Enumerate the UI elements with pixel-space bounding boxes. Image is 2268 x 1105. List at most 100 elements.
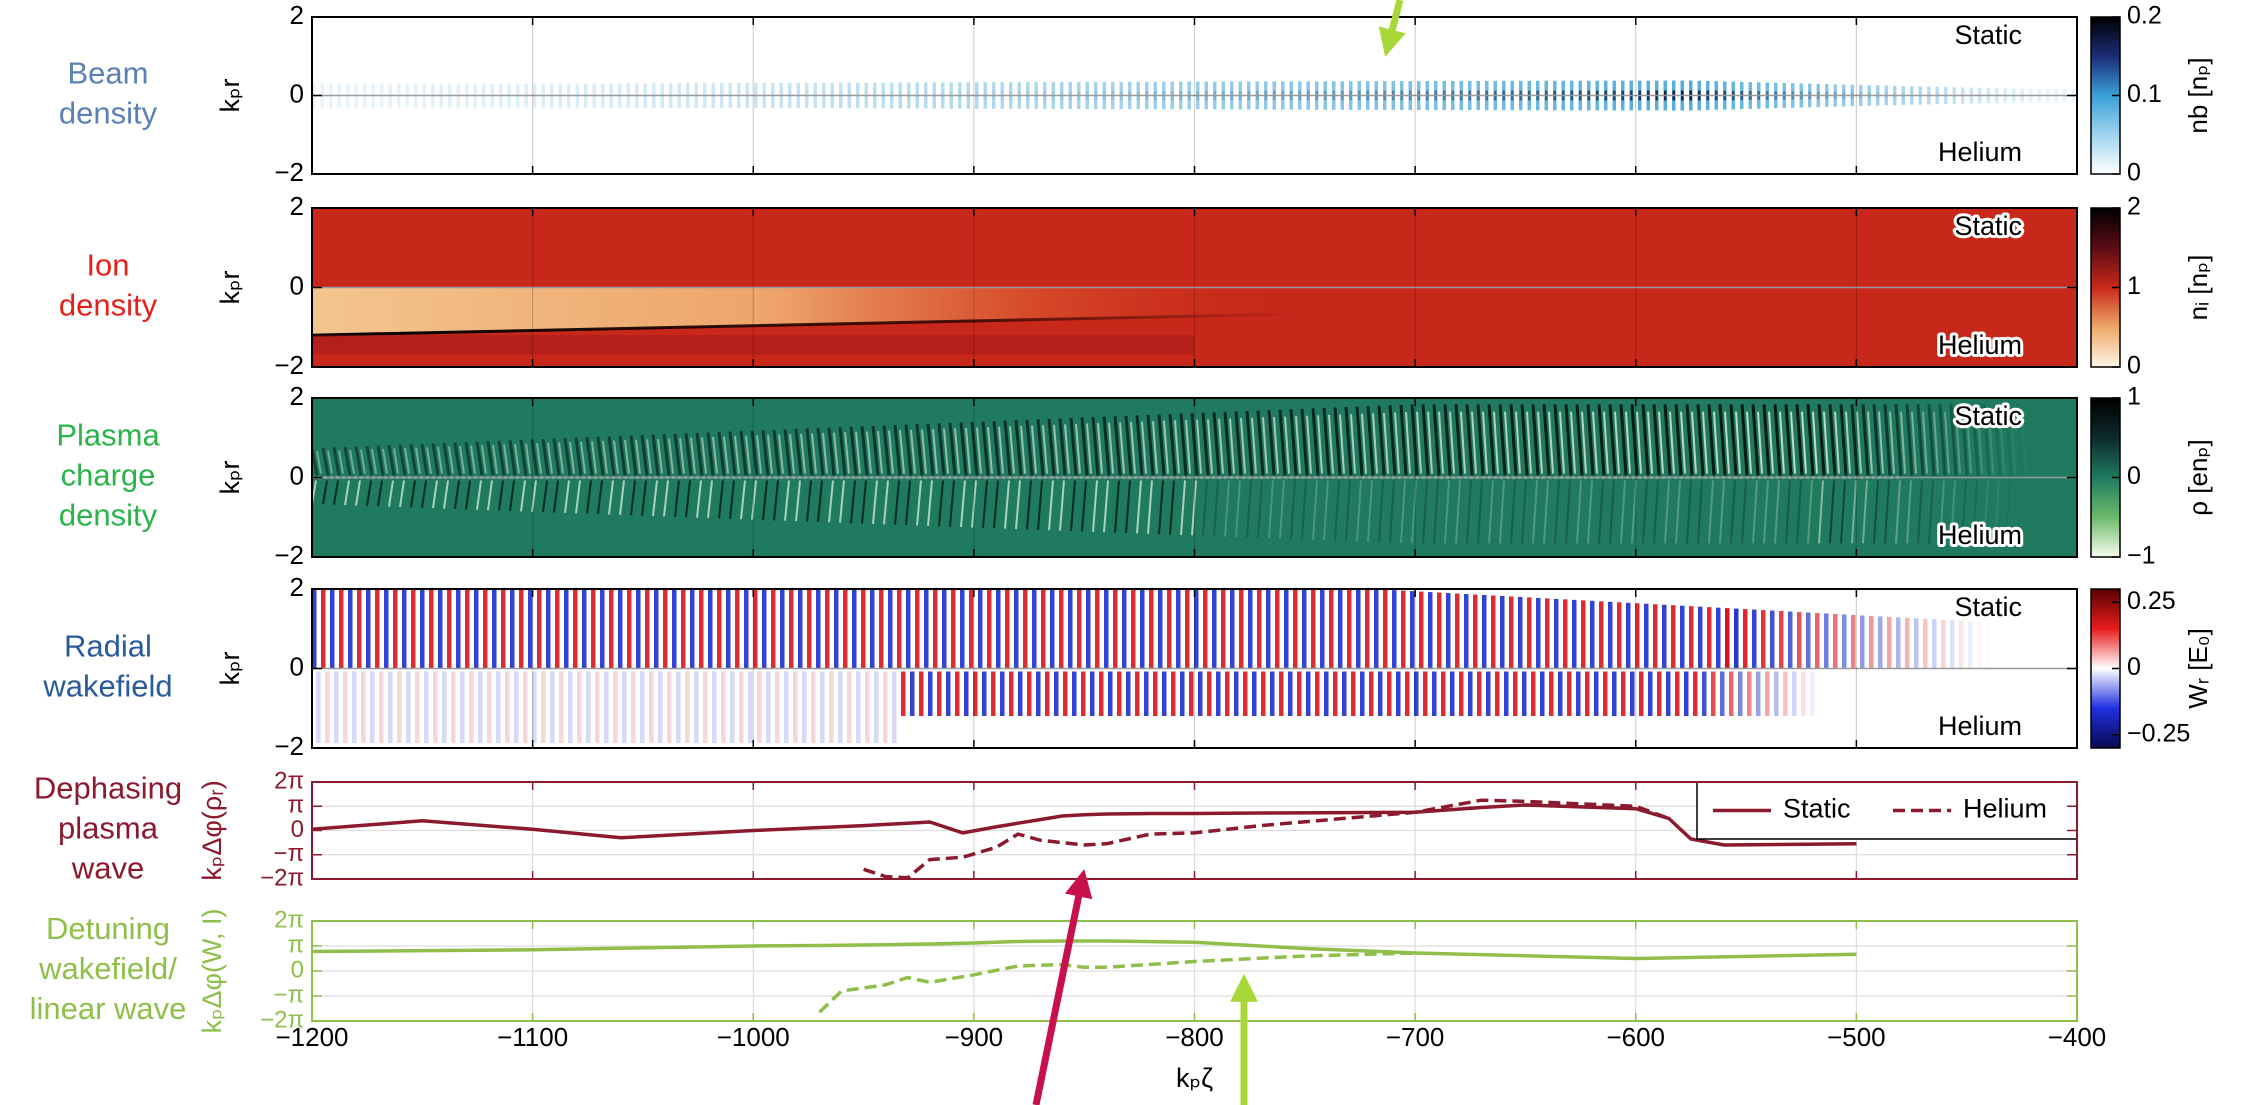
texture (1488, 480, 1494, 544)
colorbar-label: nᵢ [nₚ] (2183, 255, 2213, 321)
texture (327, 450, 333, 474)
texture (1510, 480, 1516, 544)
texture (370, 671, 375, 744)
texture (377, 480, 383, 507)
texture (1729, 671, 1734, 717)
texture (375, 589, 380, 669)
texture (982, 480, 988, 528)
texture (1020, 425, 1026, 474)
texture (726, 589, 731, 669)
texture (1432, 404, 1441, 476)
texture (992, 420, 1001, 476)
texture (964, 671, 969, 717)
texture (454, 480, 460, 510)
texture (388, 671, 393, 744)
texture (1608, 404, 1617, 476)
texture (1130, 421, 1136, 474)
texture (1977, 411, 1983, 474)
colorbar-tick-label: −1 (2127, 542, 2156, 570)
texture (894, 480, 900, 525)
texture (503, 444, 509, 474)
texture (960, 589, 965, 669)
texture (1202, 480, 1208, 536)
texture (1014, 420, 1023, 476)
arrow (1032, 869, 1093, 1105)
texture (1131, 589, 1136, 669)
texture (904, 424, 913, 476)
texture (1955, 411, 1961, 474)
texture (778, 434, 784, 474)
texture (1636, 411, 1642, 474)
texture (411, 589, 416, 669)
texture (1464, 594, 1469, 669)
texture (951, 589, 956, 669)
texture (1548, 411, 1554, 474)
texture (1707, 607, 1712, 669)
texture (694, 671, 699, 744)
texture (519, 589, 524, 669)
texture (355, 480, 361, 506)
texture (1526, 411, 1532, 474)
texture (1097, 423, 1103, 474)
texture (1158, 480, 1164, 535)
texture (1288, 671, 1293, 717)
texture (1625, 411, 1631, 474)
texture (1248, 589, 1253, 669)
texture (1410, 591, 1415, 669)
texture (1422, 480, 1428, 544)
texture (1273, 416, 1279, 474)
texture (728, 431, 737, 476)
texture (673, 433, 682, 476)
texture (1993, 404, 2002, 476)
texture (1905, 404, 1914, 476)
texture (1806, 404, 1815, 476)
texture (1261, 671, 1266, 717)
texture (1342, 671, 1347, 717)
y-tick-label: 2 (290, 191, 304, 221)
texture (1401, 590, 1406, 669)
texture (856, 671, 861, 744)
texture (866, 431, 872, 474)
texture (1917, 480, 1923, 544)
texture (1543, 480, 1549, 544)
texture (861, 480, 867, 524)
texture (344, 480, 350, 506)
texture (1669, 411, 1675, 474)
texture (1652, 404, 1661, 476)
texture (756, 435, 762, 474)
texture (1768, 411, 1774, 474)
y-tick-label: 0 (290, 460, 304, 490)
x-tick-label: −800 (1165, 1022, 1224, 1052)
texture (707, 480, 713, 519)
texture (877, 430, 883, 474)
texture (1680, 605, 1685, 669)
texture (558, 442, 564, 474)
texture (981, 421, 990, 476)
y-tick-label: 2π (274, 906, 304, 933)
texture (1994, 480, 2000, 544)
texture (1338, 589, 1343, 669)
texture (748, 671, 753, 744)
texture (773, 480, 779, 521)
texture (795, 480, 801, 522)
texture (1783, 671, 1788, 717)
texture (1126, 671, 1131, 717)
texture (1666, 671, 1671, 717)
texture (652, 480, 658, 517)
texture (1218, 418, 1224, 474)
texture (1432, 671, 1437, 717)
texture (1869, 615, 1874, 669)
y-tick-label: −2 (274, 157, 304, 187)
texture (1293, 589, 1298, 669)
line-series (818, 951, 1416, 1014)
texture (1576, 671, 1581, 717)
texture (1779, 411, 1785, 474)
texture (1639, 671, 1644, 717)
texture (1135, 415, 1144, 476)
texture (456, 589, 461, 669)
texture (338, 450, 344, 474)
texture (960, 480, 966, 528)
texture (1405, 412, 1411, 474)
texture (478, 671, 483, 744)
